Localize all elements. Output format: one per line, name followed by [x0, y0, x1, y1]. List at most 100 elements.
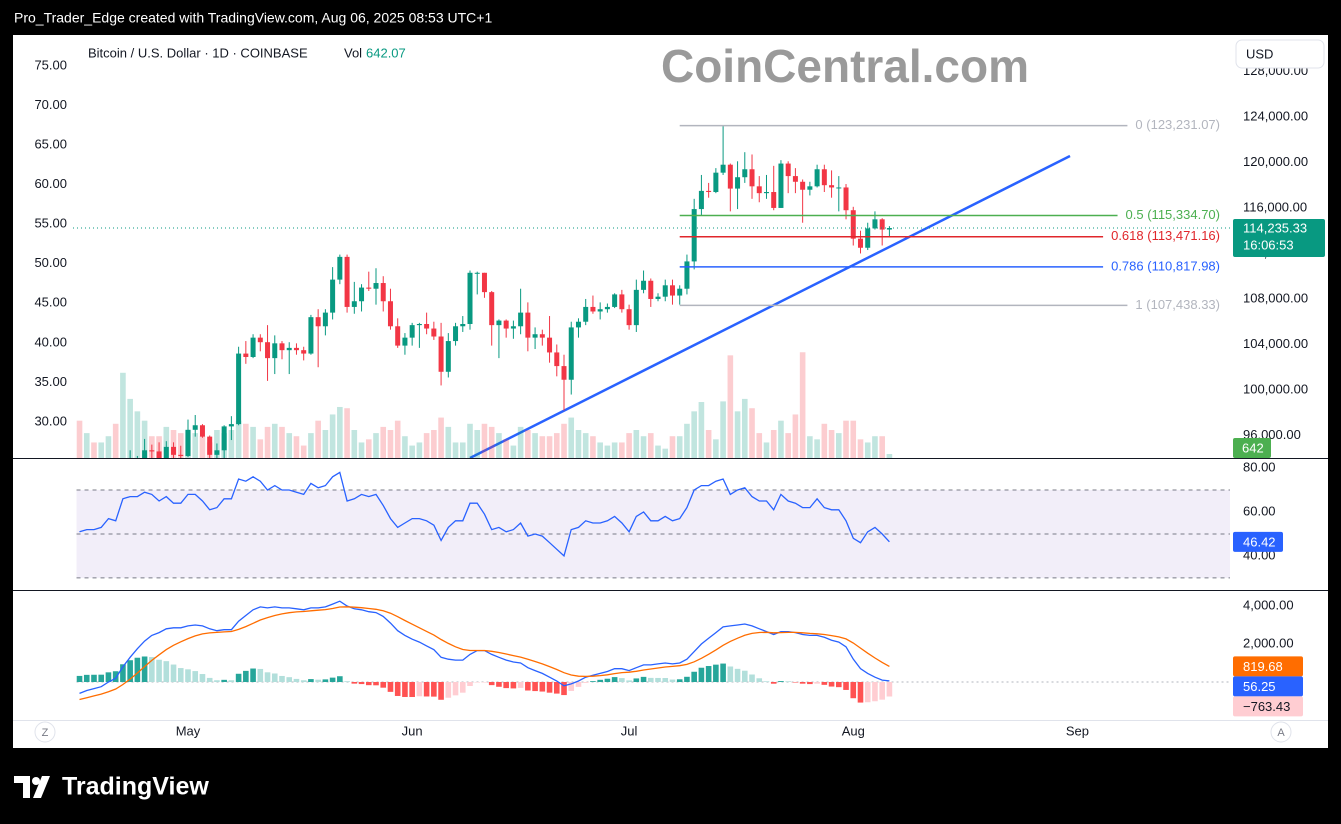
- volume-bar: [510, 445, 517, 458]
- macd-histogram-bar: [676, 679, 683, 682]
- macd-tick-label: 2,000.00: [1243, 635, 1294, 650]
- macd-histogram-bar: [322, 679, 329, 682]
- macd-histogram-bar: [149, 657, 155, 682]
- candle-body: [445, 341, 451, 372]
- volume-bar: [799, 352, 806, 458]
- candle-body: [532, 334, 538, 338]
- macd-histogram-bar: [553, 681, 560, 694]
- volume-bar: [582, 433, 589, 458]
- macd-histogram-bar: [192, 671, 199, 682]
- volume-bar: [467, 423, 473, 458]
- macd-histogram-bar: [756, 678, 763, 682]
- candle-body: [510, 326, 516, 329]
- fib-label: 0.618 (113,471.16): [1111, 228, 1220, 243]
- macd-histogram-bar: [120, 664, 126, 682]
- candle-body: [821, 169, 827, 186]
- candle-body: [684, 261, 690, 289]
- macd-histogram-bar: [568, 681, 575, 691]
- volume-bar: [380, 426, 387, 458]
- macd-histogram-bar: [647, 677, 654, 682]
- volume-bar: [402, 436, 408, 458]
- macd-histogram-bar: [763, 681, 770, 682]
- volume-bar: [192, 433, 199, 458]
- volume-bar: [756, 433, 763, 458]
- button-frame[interactable]: [34, 721, 56, 743]
- candle-body: [481, 272, 487, 293]
- volume-bar: [539, 436, 546, 458]
- candle-body: [865, 228, 871, 248]
- volume-bar: [597, 442, 603, 458]
- x-tick-label: Jun: [402, 723, 423, 738]
- volume-bar: [741, 398, 748, 458]
- macd-histogram-bar: [749, 674, 755, 682]
- macd-histogram-bar: [329, 677, 336, 682]
- candle-body: [243, 353, 249, 357]
- button-label[interactable]: A: [1277, 727, 1285, 739]
- volume-bar: [83, 433, 90, 458]
- button-label[interactable]: Z: [42, 727, 49, 739]
- button-frame[interactable]: [1270, 721, 1292, 743]
- macd-histogram-bar: [705, 666, 712, 682]
- candle-body: [489, 292, 495, 326]
- volume-bar: [568, 417, 575, 458]
- fib-label: 1 (107,438.33): [1135, 297, 1220, 312]
- volume-bar: [250, 426, 256, 458]
- macd-histogram-bar: [221, 679, 227, 682]
- volume-bar: [691, 411, 697, 458]
- candle-body: [662, 285, 668, 297]
- volume-bar: [713, 439, 719, 458]
- scale-mode-button[interactable]: Z: [34, 721, 56, 743]
- candle-body: [185, 429, 191, 456]
- candle-body: [286, 347, 292, 351]
- volume-bar: [452, 442, 459, 458]
- currency-button[interactable]: USD: [1235, 39, 1325, 69]
- volume-bar: [373, 433, 379, 458]
- candle-body: [460, 323, 466, 327]
- volume-bar: [814, 439, 820, 458]
- macd-histogram-bar: [669, 679, 676, 682]
- macd-histogram-bar: [604, 678, 611, 682]
- y2-tick-label: 65.00: [34, 136, 67, 151]
- volume-bar: [669, 436, 676, 458]
- y-tick-label: 120,000.00: [1243, 154, 1308, 169]
- macd-histogram-bar: [467, 681, 473, 686]
- macd-histogram-bar: [741, 670, 748, 682]
- button-frame[interactable]: [1235, 39, 1325, 69]
- auto-scale-button[interactable]: A: [1270, 721, 1292, 743]
- chart-panel: [13, 35, 1328, 748]
- volume-bar: [843, 420, 849, 458]
- volume-bar: [235, 420, 242, 458]
- volume-tag: [1233, 438, 1271, 458]
- macd-histogram-bar: [387, 681, 394, 692]
- volume-bar: [112, 423, 119, 458]
- macd-histogram-bar: [799, 681, 806, 684]
- volume-bar: [517, 426, 524, 458]
- candle-body: [655, 296, 661, 299]
- author-line: Pro_Trader_Edge created with TradingView…: [14, 10, 492, 26]
- macd-histogram-bar: [539, 681, 546, 692]
- volume-bar: [387, 430, 394, 458]
- macd-histogram-bar: [575, 681, 582, 687]
- volume-bar: [850, 420, 857, 458]
- candle-body: [366, 287, 372, 289]
- candle-body: [221, 426, 227, 451]
- volume-bar: [525, 430, 531, 458]
- candle-body: [742, 169, 748, 178]
- macd-histogram-bar: [243, 670, 249, 682]
- candle-body: [619, 294, 625, 310]
- currency-label[interactable]: USD: [1246, 46, 1273, 61]
- rsi-tick-label: 80.00: [1243, 459, 1276, 474]
- candle-body: [171, 446, 177, 455]
- rsi-pane: [76, 471, 1230, 579]
- macd-histogram-bar: [250, 668, 256, 682]
- y-tick-label: 116,000.00: [1243, 199, 1307, 214]
- candle-body: [800, 181, 806, 190]
- macd-histogram-bar: [279, 675, 285, 682]
- macd-histogram-bar: [872, 681, 878, 702]
- macd-histogram-bar: [510, 681, 517, 689]
- candle-body: [677, 288, 683, 296]
- volume-bar: [857, 439, 864, 458]
- candle-body: [778, 163, 784, 208]
- volume-bar: [91, 442, 97, 458]
